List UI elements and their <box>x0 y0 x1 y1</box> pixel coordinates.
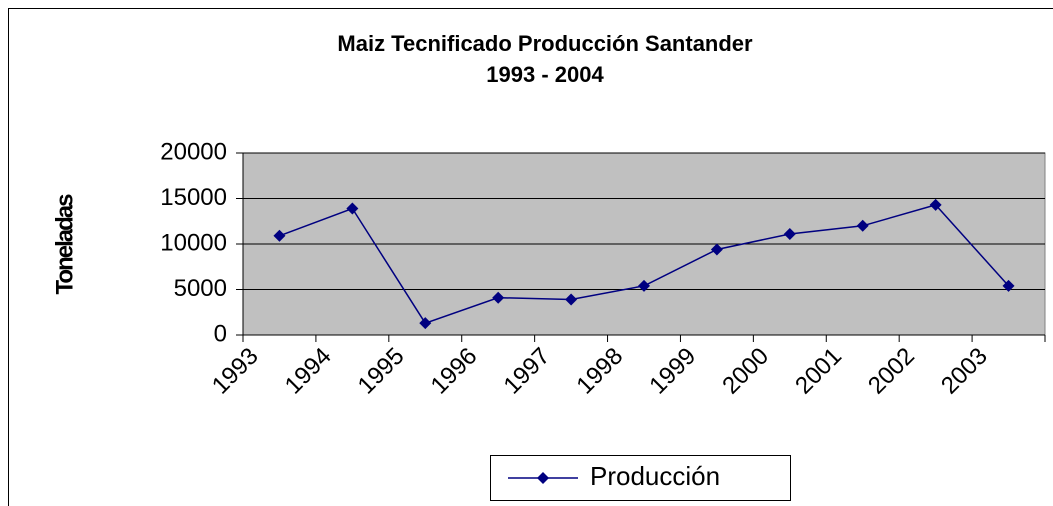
point-marker <box>565 293 578 306</box>
y-tick-label: 15000 <box>160 184 227 211</box>
chart-subtitle: 1993 - 2004 <box>486 62 604 87</box>
point-marker <box>856 219 869 232</box>
y-tick-label: 5000 <box>174 275 227 302</box>
y-tick-label: 0 <box>214 320 227 347</box>
point-marker <box>783 227 796 240</box>
y-tick-label: 10000 <box>160 229 227 256</box>
point-marker <box>1002 279 1015 292</box>
point-marker <box>929 198 942 211</box>
y-axis-label: Toneladas <box>51 194 78 295</box>
point-marker <box>638 279 650 292</box>
point-marker <box>273 229 286 242</box>
point-marker <box>710 243 723 256</box>
legend-label: Producción <box>590 461 720 491</box>
y-tick-label: 20000 <box>160 138 227 165</box>
legend-marker <box>537 472 549 484</box>
point-marker <box>492 291 505 304</box>
point-marker <box>346 202 359 215</box>
chart-title: Maiz Tecnificado Producción Santander <box>337 31 753 56</box>
point-marker <box>419 317 432 330</box>
